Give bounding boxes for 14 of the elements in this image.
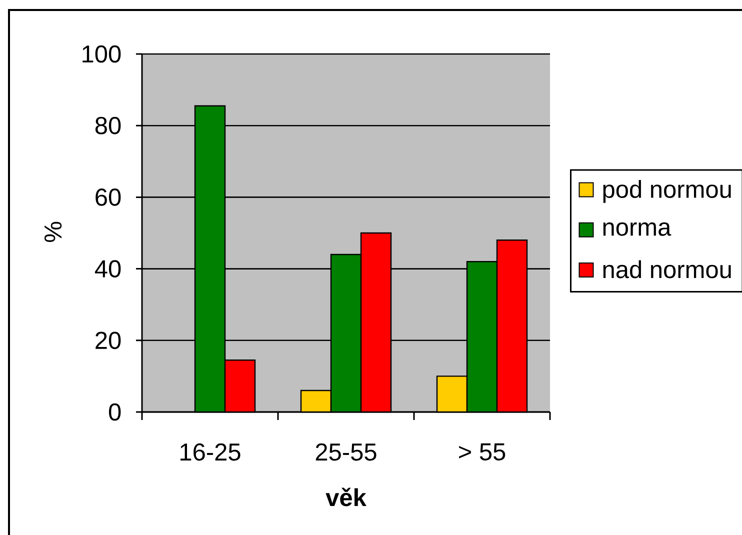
y-tick-label: 20: [96, 332, 121, 350]
x-tick-label: 25-55: [316, 443, 376, 461]
legend-label: norma: [603, 222, 672, 236]
y-tick-label: 100: [82, 45, 121, 63]
y-tick-label: 60: [96, 188, 121, 206]
legend-label: nad normou: [603, 260, 731, 278]
x-axis-title: věk: [326, 488, 366, 506]
y-tick-label: 80: [95, 116, 121, 134]
y-tick-label: 40: [94, 260, 121, 278]
legend-label: pod normou: [603, 180, 731, 203]
y-tick-label: 0: [108, 403, 121, 421]
y-axis-title: %: [44, 222, 62, 242]
x-tick-label: 16-25: [180, 443, 240, 461]
x-tick-label: > 55: [459, 443, 506, 460]
